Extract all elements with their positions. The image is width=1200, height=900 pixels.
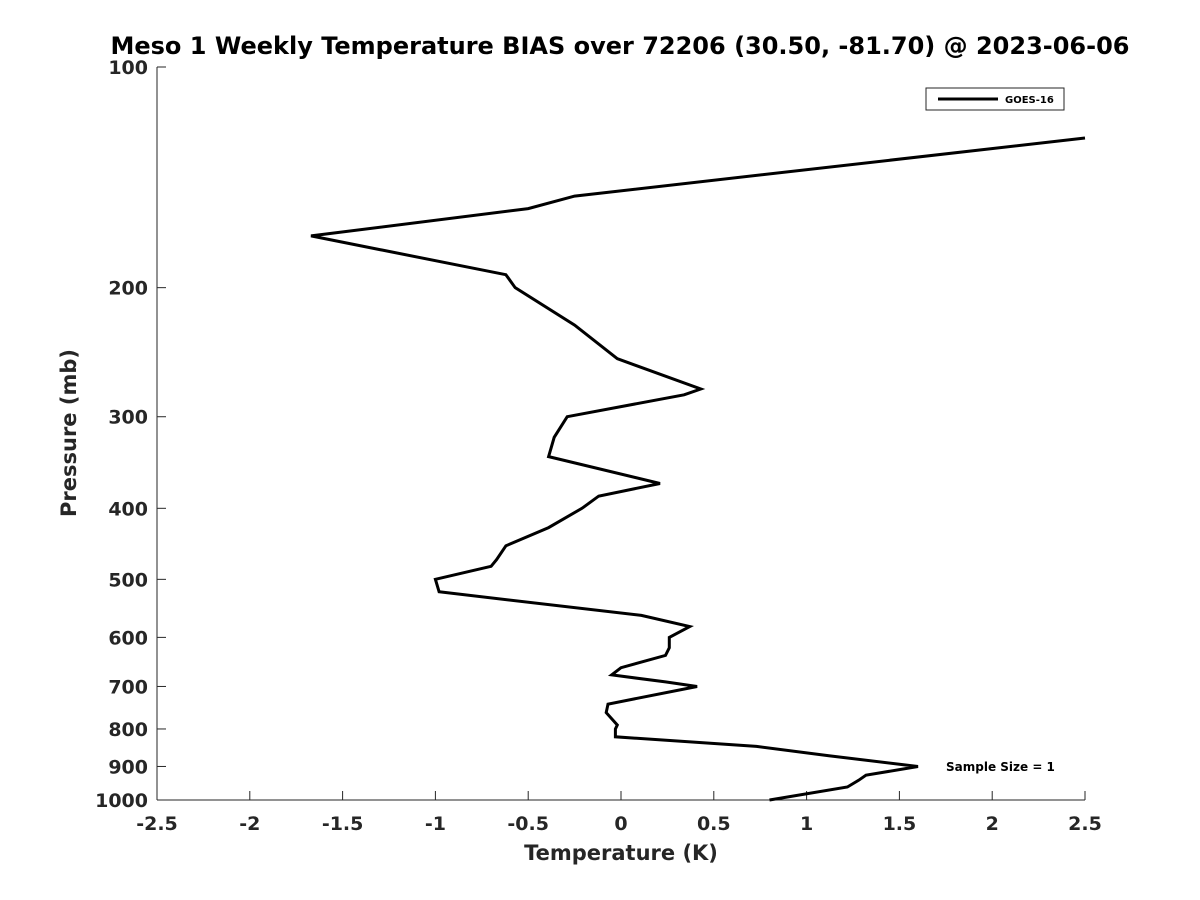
y-axis-ticks: 100 200 300 400 500 600 700 800 900 1000	[95, 57, 166, 812]
y-tick-label: 100	[108, 57, 148, 79]
x-tick-label: 0.5	[697, 813, 731, 835]
legend-entry-goes-16: GOES-16	[1005, 95, 1054, 106]
x-tick-label: 2	[986, 813, 999, 835]
y-tick-label: 200	[108, 278, 148, 300]
y-tick-label: 500	[108, 569, 148, 591]
series-line-goes-16	[310, 136, 1086, 802]
legend: GOES-16	[925, 87, 1065, 111]
y-tick-label: 800	[108, 719, 148, 741]
x-axis-label: Temperature (K)	[524, 841, 718, 865]
x-tick-label: 1	[800, 813, 813, 835]
x-tick-label: -1	[425, 813, 446, 835]
x-tick-label: -0.5	[507, 813, 549, 835]
y-tick-label: 400	[108, 498, 148, 520]
x-tick-label: -2	[239, 813, 260, 835]
y-tick-label: 900	[108, 756, 148, 778]
x-axis-ticks: -2.5 -2 -1.5 -1 -0.5 0 0.5 1 1.5 2 2.5	[136, 791, 1102, 835]
chart-title: Meso 1 Weekly Temperature BIAS over 7220…	[110, 32, 1129, 60]
y-tick-label: 1000	[95, 790, 148, 812]
x-tick-label: 0	[614, 813, 627, 835]
y-axis-label: Pressure (mb)	[57, 349, 81, 517]
x-tick-label: -2.5	[136, 813, 178, 835]
y-tick-label: 600	[108, 627, 148, 649]
x-tick-label: 2.5	[1068, 813, 1102, 835]
sample-size-annotation: Sample Size = 1	[946, 760, 1055, 774]
x-tick-label: 1.5	[883, 813, 917, 835]
y-tick-label: 700	[108, 676, 148, 698]
x-tick-label: -1.5	[322, 813, 364, 835]
y-tick-label: 300	[108, 407, 148, 429]
